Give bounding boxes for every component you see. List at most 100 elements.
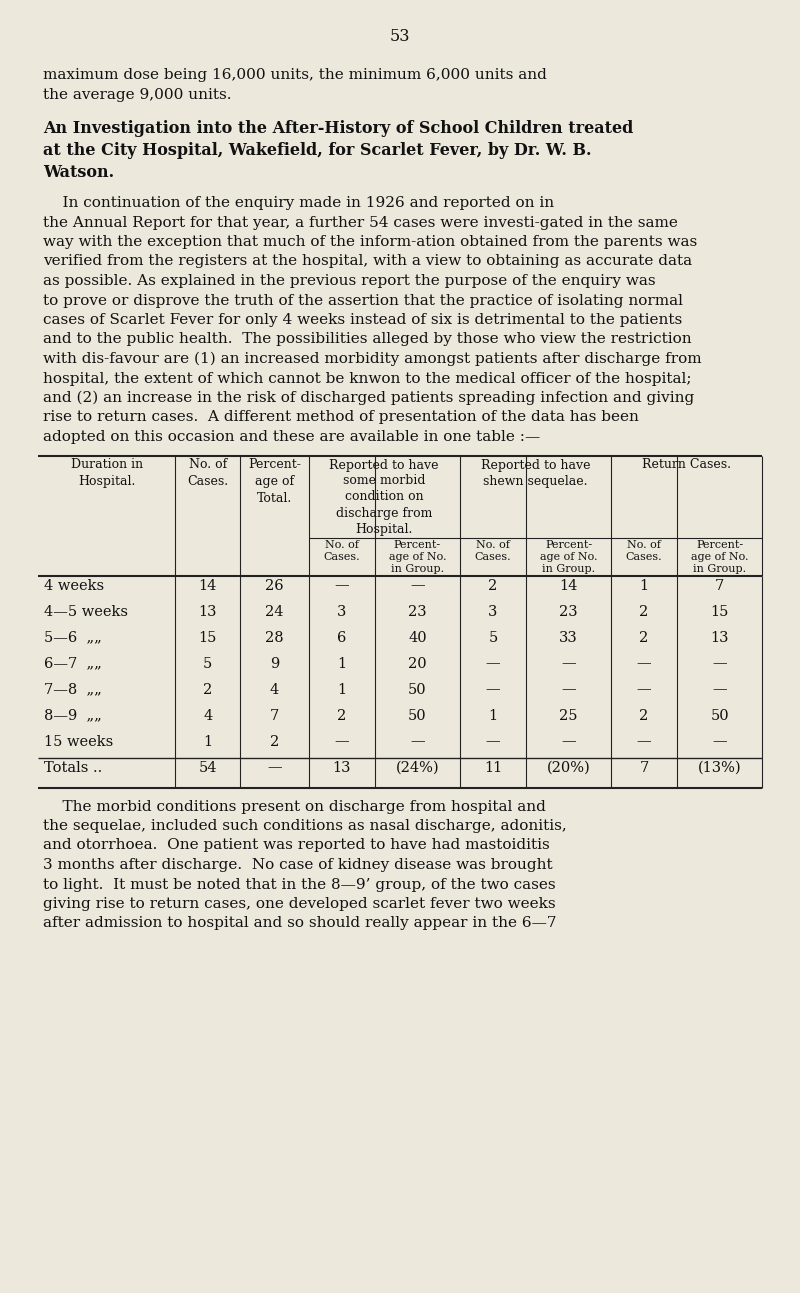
Text: 50: 50 — [408, 683, 426, 697]
Text: No. of
Cases.: No. of Cases. — [474, 539, 511, 561]
Text: 5: 5 — [203, 657, 212, 671]
Text: 9: 9 — [270, 657, 279, 671]
Text: No. of
Cases.: No. of Cases. — [323, 539, 360, 561]
Text: 23: 23 — [408, 605, 426, 618]
Text: (20%): (20%) — [546, 760, 590, 775]
Text: The morbid conditions present on discharge from hospital and: The morbid conditions present on dischar… — [43, 799, 546, 813]
Text: 14: 14 — [198, 578, 217, 592]
Text: 40: 40 — [408, 631, 426, 644]
Text: 1: 1 — [639, 578, 649, 592]
Text: —: — — [486, 734, 500, 749]
Text: 3 months after discharge.  No case of kidney disease was brought: 3 months after discharge. No case of kid… — [43, 859, 553, 871]
Text: (24%): (24%) — [395, 760, 439, 775]
Text: 53: 53 — [390, 28, 410, 45]
Text: Reported to have
some morbid
condition on
discharge from
Hospital.: Reported to have some morbid condition o… — [330, 459, 439, 535]
Text: giving rise to return cases, one developed scarlet fever two weeks: giving rise to return cases, one develop… — [43, 897, 556, 912]
Text: rise to return cases.  A different method of presentation of the data has been: rise to return cases. A different method… — [43, 410, 639, 424]
Text: 24: 24 — [265, 605, 284, 618]
Text: verified from the registers at the hospital, with a view to obtaining as accurat: verified from the registers at the hospi… — [43, 255, 692, 269]
Text: —: — — [637, 657, 651, 671]
Text: way with the exception that much of the inform­ation obtained from the parents w: way with the exception that much of the … — [43, 235, 698, 250]
Text: 5: 5 — [488, 631, 498, 644]
Text: 28: 28 — [265, 631, 284, 644]
Text: 4: 4 — [270, 683, 279, 697]
Text: 4: 4 — [203, 709, 212, 723]
Text: No. of
Cases.: No. of Cases. — [626, 539, 662, 561]
Text: —: — — [267, 760, 282, 775]
Text: Return Cases.: Return Cases. — [642, 459, 731, 472]
Text: 2: 2 — [488, 578, 498, 592]
Text: —: — — [486, 657, 500, 671]
Text: and otorrhoea.  One patient was reported to have had mastoiditis: and otorrhoea. One patient was reported … — [43, 838, 550, 852]
Text: —: — — [334, 578, 349, 592]
Text: 7: 7 — [270, 709, 279, 723]
Text: 11: 11 — [484, 760, 502, 775]
Text: 6: 6 — [337, 631, 346, 644]
Text: —: — — [486, 683, 500, 697]
Text: —: — — [410, 734, 425, 749]
Text: —: — — [410, 578, 425, 592]
Text: —: — — [637, 734, 651, 749]
Text: (13%): (13%) — [698, 760, 742, 775]
Text: 13: 13 — [198, 605, 217, 618]
Text: with dis­favour are (1) an increased morbidity amongst patients after discharge : with dis­favour are (1) an increased mor… — [43, 352, 702, 366]
Text: 3: 3 — [337, 605, 346, 618]
Text: to prove or disprove the truth of the assertion that the practice of isolating n: to prove or disprove the truth of the as… — [43, 294, 683, 308]
Text: as possible. As explained in the previous report the purpose of the enquiry was: as possible. As explained in the previou… — [43, 274, 656, 288]
Text: —: — — [712, 683, 727, 697]
Text: 26: 26 — [265, 578, 284, 592]
Text: Totals ..: Totals .. — [44, 760, 102, 775]
Text: 2: 2 — [639, 631, 649, 644]
Text: Percent-
age of
Total.: Percent- age of Total. — [248, 459, 301, 504]
Text: 13: 13 — [333, 760, 351, 775]
Text: 54: 54 — [198, 760, 217, 775]
Text: the Annual Report for that year, a further 54 cases were investi­gated in the sa: the Annual Report for that year, a furth… — [43, 216, 678, 229]
Text: Reported to have
shewn sequelae.: Reported to have shewn sequelae. — [481, 459, 590, 487]
Text: 2: 2 — [639, 605, 649, 618]
Text: Percent-
age of No.
in Group.: Percent- age of No. in Group. — [540, 539, 598, 574]
Text: 7—8  „„: 7—8 „„ — [44, 683, 102, 697]
Text: 50: 50 — [408, 709, 426, 723]
Text: —: — — [712, 657, 727, 671]
Text: 2: 2 — [203, 683, 212, 697]
Text: 2: 2 — [270, 734, 279, 749]
Text: —: — — [334, 734, 349, 749]
Text: 2: 2 — [337, 709, 346, 723]
Text: 2: 2 — [639, 709, 649, 723]
Text: In continuation of the enquiry made in 1926 and reported on in: In continuation of the enquiry made in 1… — [43, 197, 554, 209]
Text: —: — — [561, 734, 576, 749]
Text: 7: 7 — [715, 578, 724, 592]
Text: maximum dose being 16,000 units, the minimum 6,000 units and: maximum dose being 16,000 units, the min… — [43, 69, 547, 81]
Text: 4—5 weeks: 4—5 weeks — [44, 605, 128, 618]
Text: 1: 1 — [203, 734, 212, 749]
Text: 7: 7 — [639, 760, 649, 775]
Text: cases of Scarlet Fever for only 4 weeks instead of six is detrimental to the pat: cases of Scarlet Fever for only 4 weeks … — [43, 313, 682, 327]
Text: Duration in
Hospital.: Duration in Hospital. — [70, 459, 142, 487]
Text: —: — — [561, 683, 576, 697]
Text: 1: 1 — [338, 657, 346, 671]
Text: 5—6  „„: 5—6 „„ — [44, 631, 102, 644]
Text: —: — — [561, 657, 576, 671]
Text: 15 weeks: 15 weeks — [44, 734, 114, 749]
Text: —: — — [712, 734, 727, 749]
Text: 15: 15 — [710, 605, 729, 618]
Text: 25: 25 — [559, 709, 578, 723]
Text: adopted on this occasion and these are available in one table :—: adopted on this occasion and these are a… — [43, 431, 540, 443]
Text: 1: 1 — [338, 683, 346, 697]
Text: and (2) an increase in the risk of discharged patients spreading infection and g: and (2) an increase in the risk of disch… — [43, 390, 694, 406]
Text: 1: 1 — [488, 709, 498, 723]
Text: 4 weeks: 4 weeks — [44, 578, 104, 592]
Text: Watson.: Watson. — [43, 164, 114, 181]
Text: 3: 3 — [488, 605, 498, 618]
Text: 6—7  „„: 6—7 „„ — [44, 657, 102, 671]
Text: Percent-
age of No.
in Group.: Percent- age of No. in Group. — [389, 539, 446, 574]
Text: after admission to hospital and so should really appear in the 6—7: after admission to hospital and so shoul… — [43, 917, 557, 931]
Text: —: — — [637, 683, 651, 697]
Text: 13: 13 — [710, 631, 729, 644]
Text: Percent-
age of No.
in Group.: Percent- age of No. in Group. — [691, 539, 748, 574]
Text: hospital, the extent of which cannot be knwon to the medical officer of the hosp: hospital, the extent of which cannot be … — [43, 371, 691, 385]
Text: 20: 20 — [408, 657, 426, 671]
Text: and to the public health.  The possibilities alleged by those who view the restr: and to the public health. The possibilit… — [43, 332, 692, 347]
Text: 15: 15 — [198, 631, 217, 644]
Text: 33: 33 — [559, 631, 578, 644]
